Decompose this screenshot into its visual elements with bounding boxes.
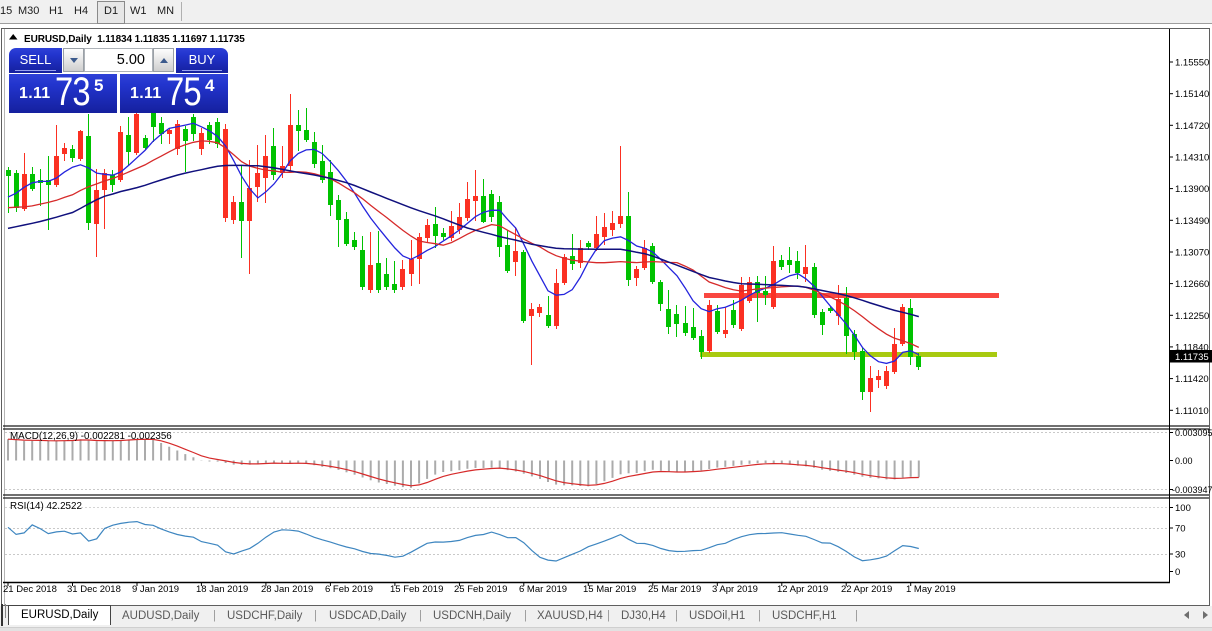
svg-text:12 Apr 2019: 12 Apr 2019 [777,584,828,595]
svg-text:1.13490: 1.13490 [1175,216,1209,227]
svg-text:9 Jan 2019: 9 Jan 2019 [132,584,179,595]
svg-text:1.15550: 1.15550 [1175,58,1209,69]
svg-text:6 Mar 2019: 6 Mar 2019 [519,584,567,595]
svg-text:1 May 2019: 1 May 2019 [906,584,956,595]
svg-text:6 Feb 2019: 6 Feb 2019 [325,584,373,595]
svg-text:0.003095: 0.003095 [1175,428,1212,438]
svg-text:EURUSD,Daily 1.11834 1.11835: EURUSD,Daily 1.11834 1.11835 1.11697 1.1… [24,34,245,45]
svg-text:1.14310: 1.14310 [1175,153,1209,164]
svg-text:21 Dec 2018: 21 Dec 2018 [3,584,57,595]
svg-text:28 Jan 2019: 28 Jan 2019 [261,584,313,595]
svg-text:25 Mar 2019: 25 Mar 2019 [648,584,701,595]
svg-text:0.00: 0.00 [1175,456,1193,466]
svg-text:1.12660: 1.12660 [1175,279,1209,290]
svg-text:-0.003947: -0.003947 [1172,485,1212,495]
svg-text:1.14720: 1.14720 [1175,121,1209,132]
svg-text:3 Apr 2019: 3 Apr 2019 [712,584,758,595]
svg-text:1.11420: 1.11420 [1175,374,1209,385]
svg-text:15 Mar 2019: 15 Mar 2019 [583,584,636,595]
svg-text:0: 0 [1175,567,1180,578]
svg-text:30: 30 [1175,550,1186,561]
svg-text:15 Feb 2019: 15 Feb 2019 [390,584,443,595]
svg-text:31 Dec 2018: 31 Dec 2018 [67,584,121,595]
svg-text:25 Feb 2019: 25 Feb 2019 [454,584,507,595]
svg-text:1.11840: 1.11840 [1175,342,1209,353]
svg-text:1.13900: 1.13900 [1175,184,1209,195]
svg-text:1.15140: 1.15140 [1175,89,1209,100]
svg-text:18 Jan 2019: 18 Jan 2019 [196,584,248,595]
svg-text:RSI(14) 42.2522: RSI(14) 42.2522 [10,501,82,512]
svg-text:MACD(12,26,9) -0.002281 -0.002: MACD(12,26,9) -0.002281 -0.002356 [10,431,172,442]
svg-text:70: 70 [1175,524,1186,535]
svg-text:1.13070: 1.13070 [1175,248,1209,259]
svg-text:1.11010: 1.11010 [1175,406,1209,417]
svg-text:1.12250: 1.12250 [1175,311,1209,322]
svg-text:1.11735: 1.11735 [1175,352,1209,363]
svg-text:22 Apr 2019: 22 Apr 2019 [841,584,892,595]
svg-text:100: 100 [1175,503,1191,514]
